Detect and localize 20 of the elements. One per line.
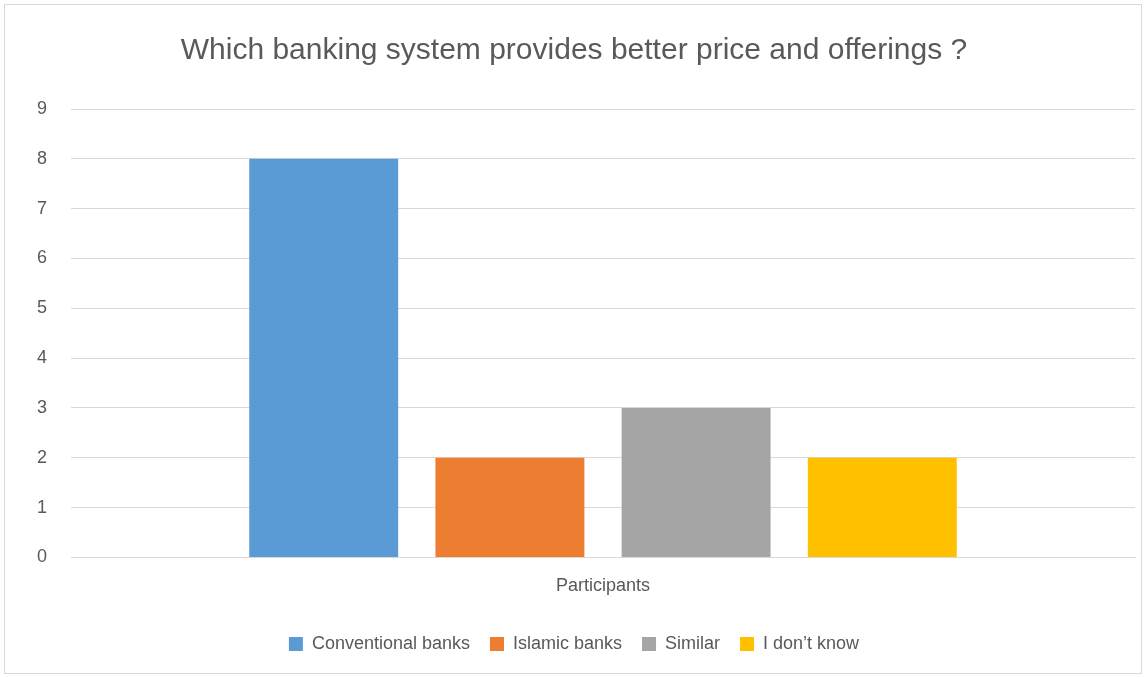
y-tick-label: 6	[37, 247, 48, 268]
x-tick-label: Participants	[555, 575, 651, 596]
bar	[435, 457, 585, 557]
y-tick-label: 7	[37, 197, 48, 218]
bar	[621, 407, 771, 557]
y-tick-label: 2	[37, 446, 48, 467]
bar	[249, 158, 399, 557]
y-tick-label: 4	[37, 347, 48, 368]
y-tick-label: 8	[37, 147, 48, 168]
y-tick-label: 0	[37, 546, 48, 567]
y-tick-label: 1	[37, 496, 48, 517]
y-tick-label: 5	[37, 297, 48, 318]
legend-label: Conventional banks	[311, 632, 471, 653]
legend-label: I don’t know	[763, 632, 861, 653]
bar	[807, 457, 957, 557]
chart-title: Which banking system provides better price and offerings ?	[180, 32, 968, 66]
legend-label: Islamic banks	[513, 632, 623, 653]
y-tick-label: 3	[37, 396, 48, 417]
y-tick-label: 9	[37, 97, 48, 118]
legend-label: Similar	[665, 632, 721, 653]
